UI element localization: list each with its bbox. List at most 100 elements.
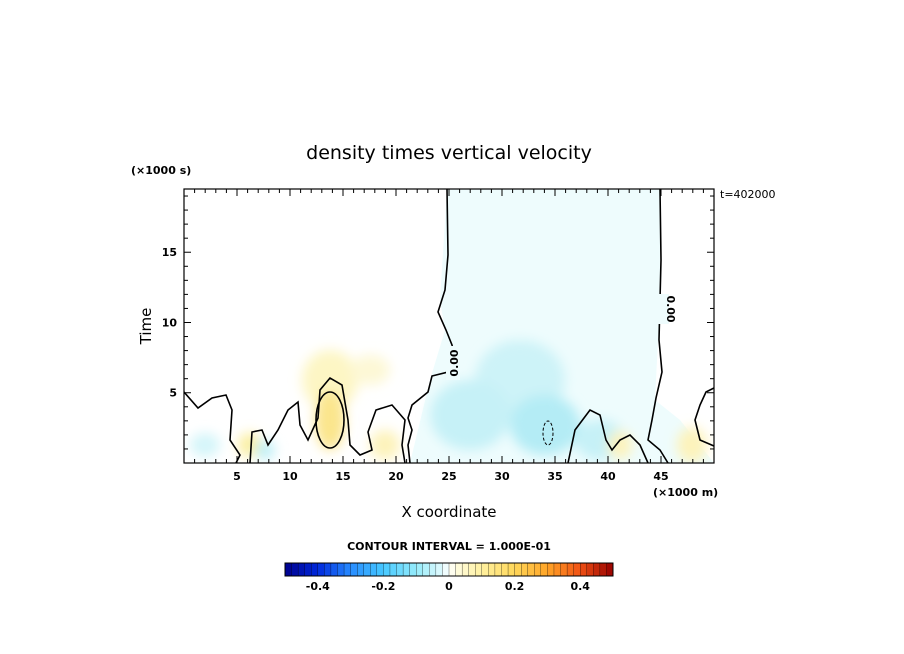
colorbar-segment <box>481 562 489 577</box>
colorbar-segment <box>586 562 594 577</box>
x-unit-label: (×1000 m) <box>653 486 718 499</box>
x-tick-labels: 5 10 15 20 25 30 35 40 45 <box>233 470 668 483</box>
x-tick-label: 35 <box>547 470 562 483</box>
colorbar-segment <box>507 562 516 577</box>
colorbar-segment <box>311 562 319 577</box>
x-axis-label: X coordinate <box>401 503 496 521</box>
colorbar-segment <box>553 562 561 577</box>
colorbar-segment <box>593 562 601 577</box>
positive-cell <box>608 431 632 459</box>
colorbar-segment <box>461 562 470 577</box>
x-tick-label: 15 <box>335 470 350 483</box>
colorbar-segment <box>455 562 463 577</box>
colorbar-segment <box>396 562 404 577</box>
colorbar-tick-label: 0 <box>445 580 453 593</box>
positive-cell <box>370 430 400 460</box>
field-shading <box>184 189 714 463</box>
y-axis-label: Time <box>137 308 155 346</box>
colorbar-segment <box>297 562 306 577</box>
positive-cell <box>315 390 345 450</box>
zero-contour-surface <box>249 376 406 463</box>
colorbar-segment <box>514 562 522 577</box>
negative-contour <box>542 420 554 446</box>
colorbar-segment <box>606 562 614 577</box>
axis-ticks <box>184 189 714 463</box>
colorbar-segment <box>402 562 411 577</box>
negative-cell <box>255 440 275 460</box>
colorbar-segment <box>501 562 509 577</box>
zero-contour-surface <box>184 391 241 463</box>
x-tick-label: 25 <box>441 470 456 483</box>
x-tick-label: 10 <box>282 470 298 483</box>
colorbar-segment <box>448 562 457 577</box>
colorbar-segment <box>416 562 424 577</box>
colorbar-segment <box>363 562 371 577</box>
colorbar-segment <box>324 562 332 577</box>
colorbar-segment <box>580 562 588 577</box>
colorbar-segment <box>521 562 529 577</box>
contour-lines <box>184 189 714 463</box>
contour-label: 0.00 <box>664 295 677 322</box>
colorbar-segment <box>468 562 476 577</box>
colorbar-segment <box>343 562 352 577</box>
colorbar-segment <box>534 562 542 577</box>
y-tick-label: 10 <box>162 316 178 329</box>
colorbar-segment <box>566 562 575 577</box>
colorbar-ticks: -0.4 -0.2 0 0.2 0.4 <box>306 580 591 593</box>
colorbar-segment <box>389 562 397 577</box>
colorbar-segment <box>383 562 391 577</box>
x-tick-label: 30 <box>494 470 510 483</box>
colorbar-segment <box>540 562 548 577</box>
x-tick-label: 5 <box>233 470 241 483</box>
colorbar-segment <box>560 562 568 577</box>
colorbar-segment <box>337 562 345 577</box>
colorbar-frame <box>284 562 614 577</box>
y-tick-label: 5 <box>169 387 177 400</box>
zero-contour-right <box>647 189 669 463</box>
y-unit-label: (×1000 s) <box>131 164 191 177</box>
colorbar-segment <box>435 562 443 577</box>
colorbar-segment <box>291 562 299 577</box>
positive-contour <box>315 391 345 449</box>
colorbar-tick-label: 0.4 <box>570 580 590 593</box>
negative-cell <box>430 380 510 450</box>
x-tick-label: 45 <box>653 470 668 483</box>
zero-contour-surface <box>694 387 714 447</box>
colorbar-segment <box>284 562 293 577</box>
colorbar-segment <box>429 562 437 577</box>
x-tick-label: 20 <box>388 470 404 483</box>
x-tick-label: 40 <box>600 470 616 483</box>
colorbar-segment <box>599 562 607 577</box>
colorbar-segment <box>317 562 325 577</box>
colorbar-segment <box>494 562 502 577</box>
positive-cell <box>677 427 707 463</box>
y-tick-labels: 5 10 15 <box>162 246 178 400</box>
colorbar-segment <box>304 562 312 577</box>
colorbar-segment <box>527 562 535 577</box>
zero-contour-surface <box>567 408 649 463</box>
colorbar-segment <box>422 562 430 577</box>
negative-cell <box>510 395 580 455</box>
colorbar-tick-label: -0.2 <box>371 580 395 593</box>
contour-label: 0.00 <box>448 349 461 376</box>
colorbar-tick-label: 0.2 <box>505 580 525 593</box>
colorbar-segment <box>370 562 378 577</box>
colorbar-segment <box>488 562 496 577</box>
colorbar <box>284 562 614 577</box>
negative-cell <box>190 433 220 457</box>
chart-title: density times vertical velocity <box>306 142 592 164</box>
colorbar-segment <box>547 562 555 577</box>
colorbar-segment <box>330 562 338 577</box>
colorbar-segment <box>409 562 417 577</box>
colorbar-segment <box>442 562 450 577</box>
colorbar-segment <box>475 562 483 577</box>
y-tick-label: 15 <box>162 246 177 259</box>
colorbar-segment <box>376 562 384 577</box>
colorbar-tick-label: -0.4 <box>306 580 330 593</box>
colorbar-segment <box>573 562 581 577</box>
contour-labels: 0.00 0.00 <box>446 294 677 380</box>
contour-interval-label: CONTOUR INTERVAL = 1.000E-01 <box>347 540 551 553</box>
colorbar-segment <box>350 562 358 577</box>
positive-cell <box>350 355 390 385</box>
